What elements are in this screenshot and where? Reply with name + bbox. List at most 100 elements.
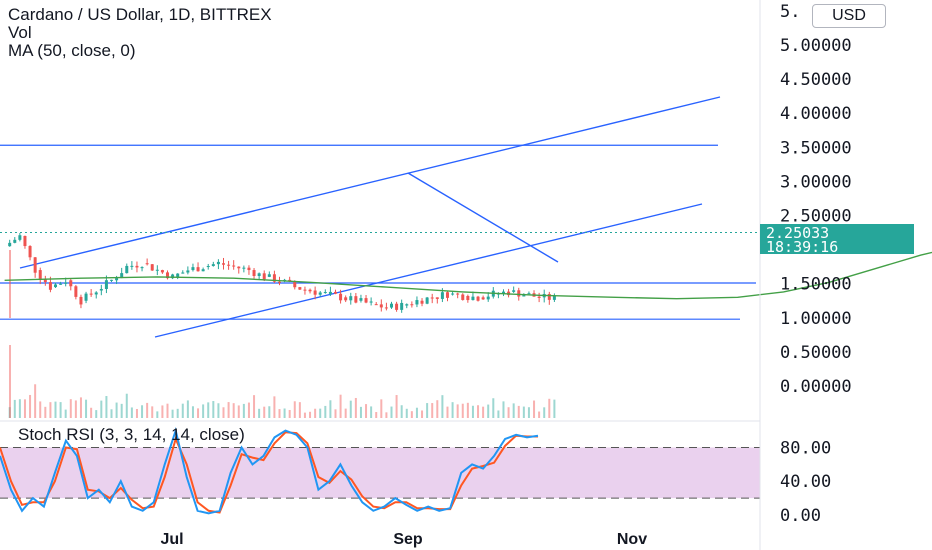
- volume-bar: [100, 400, 103, 418]
- candle-body: [517, 290, 521, 297]
- candle-body: [74, 286, 78, 297]
- volume-bar: [54, 401, 57, 418]
- channel-upper-line: [19, 96, 721, 269]
- time-tick-label: Sep: [393, 531, 423, 548]
- price-tick-label: 4.00000: [780, 104, 852, 124]
- candle-body: [344, 297, 348, 301]
- stoch-k-line: [0, 426, 539, 515]
- stoch-tick-label: 40.00: [780, 472, 831, 492]
- volume-bar: [502, 401, 505, 418]
- volume-bar: [283, 408, 286, 418]
- candle-body: [181, 272, 185, 274]
- candle-body: [140, 267, 144, 269]
- candle-body: [84, 293, 88, 301]
- price-tick-label: 1.00000: [780, 309, 852, 329]
- candle-body: [415, 300, 419, 305]
- candle-body: [328, 291, 332, 294]
- currency-button[interactable]: USD: [812, 4, 886, 28]
- volume-bar: [156, 411, 159, 418]
- candle-body: [384, 307, 388, 309]
- volume-bar: [197, 408, 200, 418]
- volume-bar: [69, 399, 72, 418]
- volume-bar: [319, 408, 322, 418]
- volume-bar: [95, 410, 98, 418]
- candle-body: [59, 283, 63, 285]
- candle-body: [420, 300, 424, 304]
- volume-bar: [370, 406, 373, 418]
- volume-bar: [13, 399, 16, 418]
- candle-body: [481, 297, 485, 300]
- volume-bar: [74, 400, 77, 418]
- volume-bar: [44, 406, 47, 418]
- candle-body: [216, 261, 220, 265]
- candle-body: [303, 289, 307, 291]
- last-price-tag: 2.25033 18:39:16: [760, 224, 914, 255]
- volume-bar: [191, 406, 194, 418]
- volume-bar: [309, 411, 312, 418]
- price-tick-label: 3.00000: [780, 172, 852, 192]
- volume-bar: [125, 393, 128, 418]
- volume-bars: [8, 345, 556, 418]
- volume-bar: [278, 409, 281, 418]
- volume-bar: [375, 412, 378, 418]
- volume-bar: [461, 403, 464, 418]
- candle-body: [104, 280, 108, 289]
- volume-bar: [202, 404, 205, 418]
- candle-body: [120, 273, 124, 279]
- candle-body: [33, 257, 37, 273]
- candle-body: [43, 278, 47, 283]
- volume-bar: [533, 400, 536, 418]
- volume-bar: [482, 406, 485, 418]
- candle-body: [211, 264, 215, 267]
- volume-bar: [517, 405, 520, 418]
- volume-bar: [288, 409, 291, 418]
- volume-bar: [166, 403, 169, 418]
- candle-body: [272, 274, 276, 282]
- candle-body: [206, 266, 210, 268]
- volume-bar: [59, 402, 62, 418]
- candle-body: [405, 304, 409, 306]
- volume-bar: [410, 411, 413, 418]
- volume-bar: [359, 406, 362, 418]
- candle-body: [110, 279, 114, 281]
- volume-bar: [380, 399, 383, 418]
- volume-bar: [258, 408, 261, 418]
- candle-body: [349, 296, 353, 301]
- price-tick-label: 0.00000: [780, 377, 852, 397]
- candle-body: [79, 296, 83, 305]
- price-tick-label: 3.50000: [780, 138, 852, 158]
- volume-bar: [415, 407, 418, 418]
- candle-body: [313, 290, 317, 295]
- volume-bar: [90, 407, 93, 418]
- stoch-axis: 80.00 40.00 0.00: [780, 438, 831, 526]
- price-tick-label: 2.50000: [780, 207, 852, 227]
- volume-bar: [522, 406, 525, 418]
- volume-bar: [273, 396, 276, 418]
- candle-body: [547, 293, 551, 300]
- volume-bar: [385, 412, 388, 418]
- candle-body: [94, 292, 98, 295]
- candle-body: [69, 280, 73, 287]
- time-axis: Jul Sep Nov: [160, 531, 647, 548]
- volume-bar: [8, 407, 11, 418]
- candle-body: [48, 282, 52, 290]
- volume-bar: [334, 409, 337, 418]
- volume-bar: [543, 407, 546, 418]
- stoch-rsi-title: Stoch RSI (3, 3, 14, 14, close): [18, 425, 245, 444]
- candle-body: [64, 282, 68, 284]
- candle-body: [23, 235, 27, 247]
- volume-bar: [293, 401, 296, 418]
- candle-body: [135, 265, 139, 268]
- candle-body: [552, 295, 556, 300]
- price-tick-label: 0.50000: [780, 343, 852, 363]
- candle-body: [364, 298, 368, 303]
- volume-bar: [110, 409, 113, 418]
- volume-bar: [49, 402, 52, 418]
- candle-body: [247, 267, 251, 271]
- volume-bar: [130, 407, 133, 418]
- volume-bar: [227, 402, 230, 418]
- candle-body: [486, 296, 490, 300]
- volume-bar: [426, 403, 429, 418]
- volume-bar: [39, 401, 42, 418]
